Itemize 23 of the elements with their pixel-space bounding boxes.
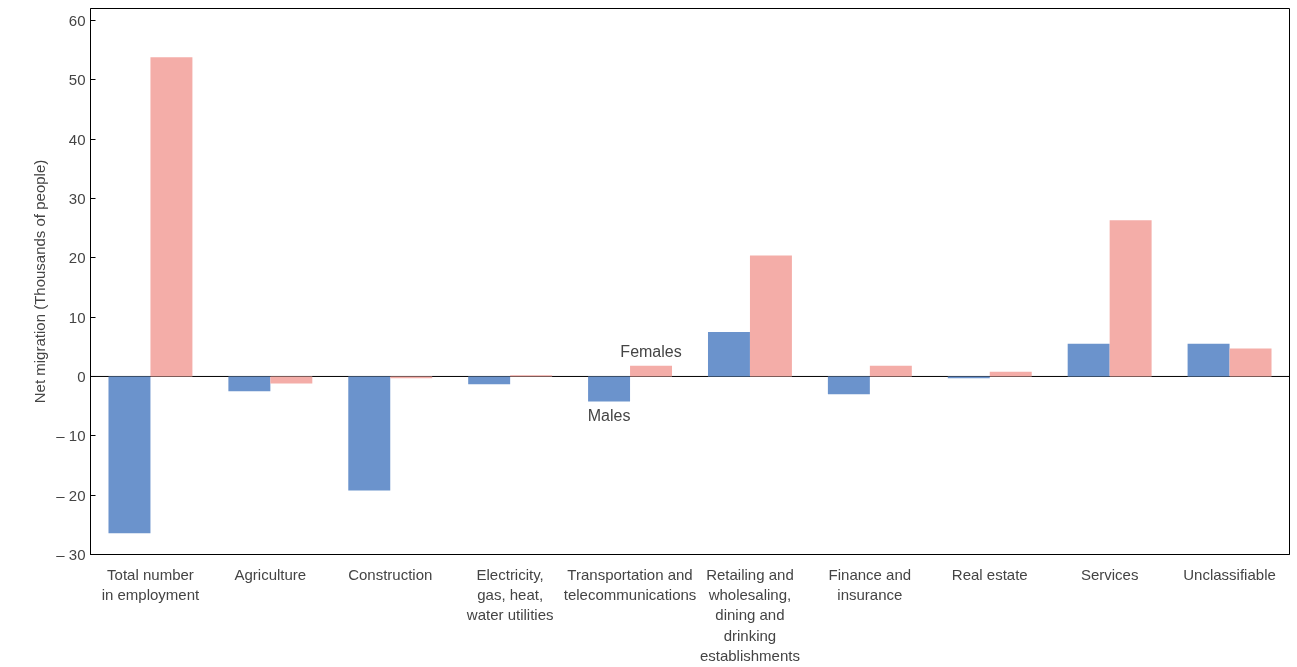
x-tick-label: Real estate	[951, 565, 1028, 583]
y-tick-label: – 20	[56, 486, 86, 504]
x-tick-label: Construction	[348, 565, 433, 583]
y-tick-label: 0	[77, 367, 86, 385]
x-tick-label: Unclassifiable	[1183, 565, 1276, 583]
series-label: Males	[587, 407, 631, 425]
y-tick-label: – 30	[56, 546, 86, 563]
y-tick-label: 20	[68, 249, 86, 267]
x-tick-label: Total number in employment	[101, 565, 201, 603]
x-tick-label: Retailing and wholesaling, dining and drinking establishments	[699, 565, 800, 665]
x-tick-label: Finance and insurance	[828, 565, 912, 603]
x-tick-label: Agriculture	[234, 565, 307, 583]
series-label: Females	[620, 342, 682, 360]
x-tick-label: Electricity, gas, heat, water utilities	[465, 565, 554, 624]
y-tick-label: 40	[68, 130, 86, 148]
y-tick-label: 10	[68, 308, 86, 326]
y-tick-label: – 10	[56, 427, 86, 445]
x-tick-label: Transportation and telecommunications	[563, 565, 697, 603]
y-tick-label: 30	[68, 189, 86, 207]
y-tick-label: 50	[68, 71, 86, 89]
x-tick-label: Services	[1080, 565, 1139, 583]
y-tick-label: 60	[68, 11, 86, 29]
y-axis-title: Net migration (Thousands of people)	[31, 159, 49, 404]
